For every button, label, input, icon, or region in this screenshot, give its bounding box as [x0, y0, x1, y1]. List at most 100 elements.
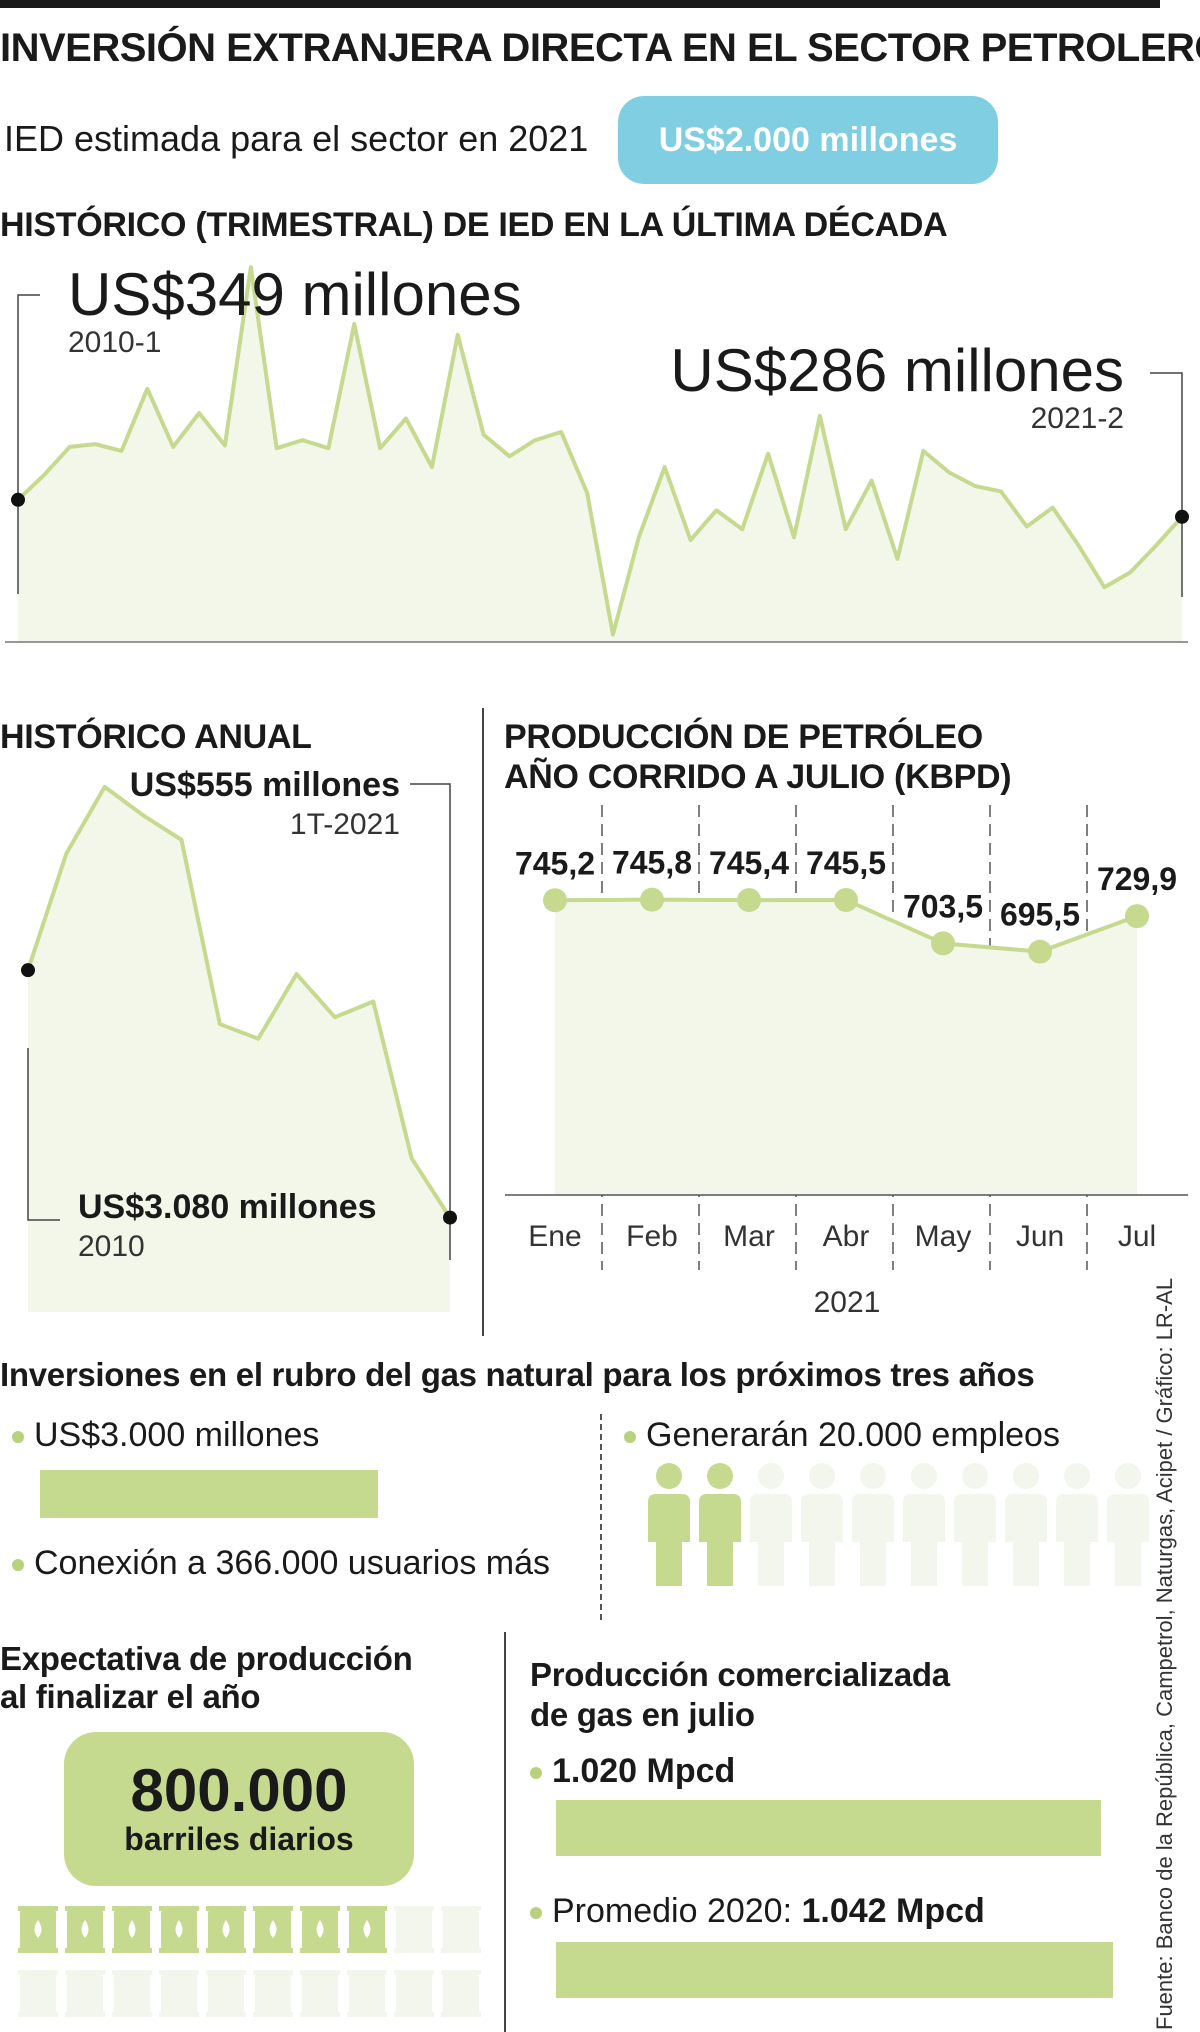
gas-invest-title: Inversiones en el rubro del gas natural …: [0, 1356, 1035, 1393]
gas-divider: [600, 1414, 602, 1620]
annual-max-period: 1T-2021: [289, 808, 400, 841]
annual-max-value: US$555 millones: [129, 766, 400, 804]
person-icon: [903, 1463, 945, 1586]
expectation-unit: barriles diarios: [124, 1820, 354, 1857]
production-value-label: 695,5: [1000, 897, 1080, 933]
bullet-icon: [530, 1907, 542, 1920]
barrel-icon: [159, 1970, 199, 2017]
production-value-label: 745,2: [515, 845, 595, 881]
production-point: [1028, 939, 1052, 964]
production-point: [834, 887, 858, 912]
bottom-divider: [504, 1632, 506, 2032]
production-month-label: Jun: [1016, 1220, 1064, 1253]
barrel-icon: [112, 1906, 152, 1953]
ied-label: IED estimada para el sector en 2021: [4, 118, 589, 159]
barrel-icon: [394, 1970, 434, 2017]
production-value-label: 745,4: [709, 845, 789, 881]
annual-area: [28, 786, 450, 1312]
person-icon: [801, 1463, 843, 1586]
barrel-icon: [253, 1906, 293, 1953]
oil-drop-icon: [81, 1920, 89, 1938]
quarterly-line: [16, 265, 1184, 637]
gas-invest-amount: US$3.000 millones: [12, 1416, 319, 1455]
barrel-icon: [112, 1970, 152, 2017]
production-value-label: 745,8: [612, 845, 692, 881]
barrel-icon: [253, 1970, 293, 2017]
person-icon: [1107, 1463, 1149, 1586]
production-area: [555, 899, 1137, 1195]
production-title-line1: PRODUCCIÓN DE PETRÓLEO: [504, 718, 983, 756]
production-year-label: 2021: [814, 1286, 881, 1319]
production-month-label: Ene: [528, 1220, 581, 1253]
production-value-label: 703,5: [903, 888, 983, 924]
gas-avg-label: Promedio 2020:: [552, 1892, 802, 1930]
barrel-icon: [441, 1970, 481, 2017]
gas-avg-bar: [556, 1942, 1114, 1998]
gas-july-bar: [556, 1800, 1102, 1856]
production-point: [543, 888, 567, 913]
barrel-icon: [300, 1970, 340, 2017]
bullet-icon: [12, 1559, 24, 1572]
gas-connection-text: Conexión a 366.000 usuarios más: [34, 1544, 550, 1582]
expectation-badge: 800.000 barriles diarios: [64, 1732, 414, 1886]
oil-drop-icon: [269, 1920, 277, 1938]
oil-drop-icon: [363, 1920, 371, 1938]
production-point: [1125, 904, 1149, 929]
person-icon: [648, 1463, 690, 1586]
barrel-icon: [18, 1906, 58, 1953]
barrel-icon: [65, 1906, 105, 1953]
gas-avg: Promedio 2020: 1.042 Mpcd: [530, 1892, 985, 1931]
person-icon: [750, 1463, 792, 1586]
production-month-label: Mar: [723, 1220, 775, 1253]
top-rule: [0, 0, 1160, 8]
gas-invest-amount-text: US$3.000 millones: [34, 1416, 320, 1454]
annual-title: HISTÓRICO ANUAL: [0, 718, 312, 756]
barrel-icon: [206, 1906, 246, 1953]
quarterly-title: HISTÓRICO (TRIMESTRAL) DE IED EN LA ÚLTI…: [0, 206, 948, 244]
oil-drop-icon: [128, 1920, 136, 1938]
production-month-label: Jul: [1118, 1220, 1156, 1253]
person-icon: [954, 1463, 996, 1586]
barrel-icon: [347, 1970, 387, 2017]
gas-invest-bar: [40, 1470, 378, 1518]
production-month-label: Abr: [823, 1220, 870, 1253]
production-point: [931, 931, 955, 956]
source-credit: Fuente: Banco de la República, Campetrol…: [1152, 1277, 1177, 2030]
barrel-icon: [394, 1906, 434, 1953]
annual-end-leader: [410, 783, 451, 1260]
bullet-icon: [624, 1431, 636, 1444]
gas-july: 1.020 Mpcd: [530, 1752, 735, 1791]
annual-chart: [21, 783, 457, 1312]
gas-prod-title-line2: de gas en julio: [530, 1696, 755, 1733]
quarterly-start-value: US$349 millones: [68, 261, 522, 328]
barrel-icon: [300, 1906, 340, 1953]
person-icon: [1005, 1463, 1047, 1586]
production-point: [640, 887, 664, 912]
annual-line: [26, 784, 452, 1219]
annual-end-point: [443, 1210, 457, 1225]
production-title-line2: AÑO CORRIDO A JULIO (KBPD): [504, 758, 1012, 796]
jobs-people-icons: [648, 1463, 1149, 1586]
person-icon: [1056, 1463, 1098, 1586]
annual-start-value: US$3.080 millones: [78, 1188, 377, 1226]
production-value-label: 745,5: [806, 845, 886, 881]
quarterly-end-period: 2021-2: [1030, 402, 1124, 435]
production-point: [737, 888, 761, 913]
person-icon: [699, 1463, 741, 1586]
quarterly-start-period: 2010-1: [68, 326, 162, 359]
annual-start-leader: [27, 1048, 60, 1221]
quarterly-chart: [5, 265, 1189, 643]
ied-value-badge: US$2.000 millones: [618, 96, 998, 184]
section-divider: [482, 708, 484, 1336]
expectation-title-line2: al finalizar el año: [0, 1678, 261, 1715]
gas-prod-title-line1: Producción comercializada: [530, 1656, 950, 1693]
expectation-value: 800.000: [130, 1756, 348, 1824]
gas-jobs-text: Generarán 20.000 empleos: [646, 1416, 1060, 1454]
gas-avg-value: 1.042 Mpcd: [801, 1892, 985, 1930]
bullet-icon: [12, 1431, 24, 1444]
oil-drop-icon: [316, 1920, 324, 1938]
quarterly-end-value: US$286 millones: [670, 337, 1124, 404]
barrel-icon: [441, 1906, 481, 1953]
expectation-title-line1: Expectativa de producción: [0, 1640, 413, 1677]
quarterly-start-point: [11, 492, 25, 507]
